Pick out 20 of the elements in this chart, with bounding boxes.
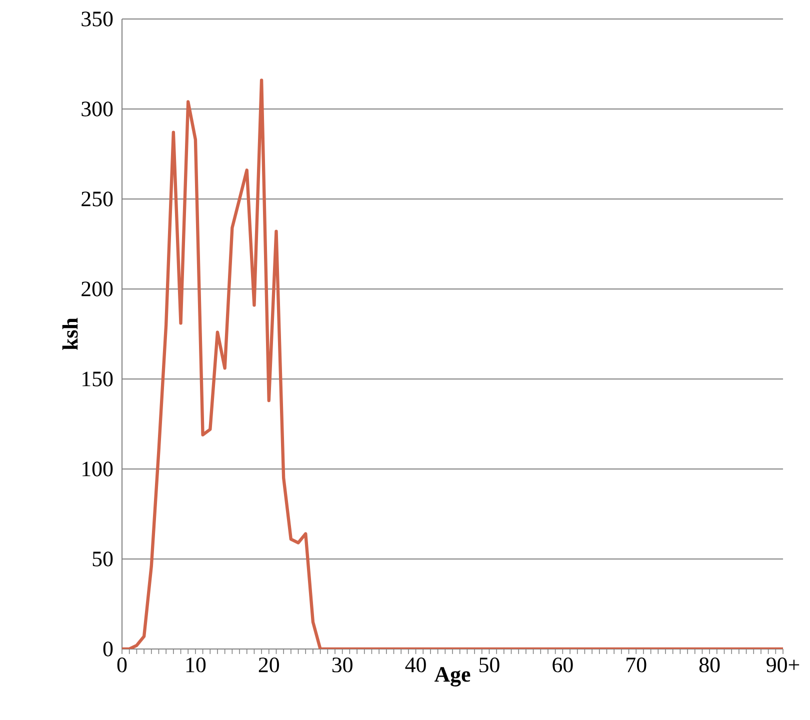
x-tick-label: 30 [332,658,352,672]
x-tick-label: 80 [699,658,720,672]
y-tick-label: 0 [103,642,113,656]
x-tick-label: 70 [626,658,646,672]
x-tick-label: 10 [186,658,206,672]
y-tick-label: 150 [82,372,113,386]
y-tick-label: 300 [82,102,113,116]
y-axis-title: ksh [62,318,78,350]
x-axis-title: Age [434,667,470,686]
y-tick-label: 50 [92,552,113,566]
x-tick-label: 90+ [766,658,800,672]
y-tick-label: 350 [82,12,113,26]
x-tick-label: 0 [117,658,127,672]
x-tick-label: 20 [258,658,280,672]
x-tick-label: 40 [405,658,426,672]
x-tick-label: 50 [480,658,500,672]
x-tick-label: 60 [552,658,573,672]
y-tick-label: 250 [82,192,113,206]
y-tick-label: 100 [82,462,113,476]
y-tick-label: 200 [82,282,113,296]
